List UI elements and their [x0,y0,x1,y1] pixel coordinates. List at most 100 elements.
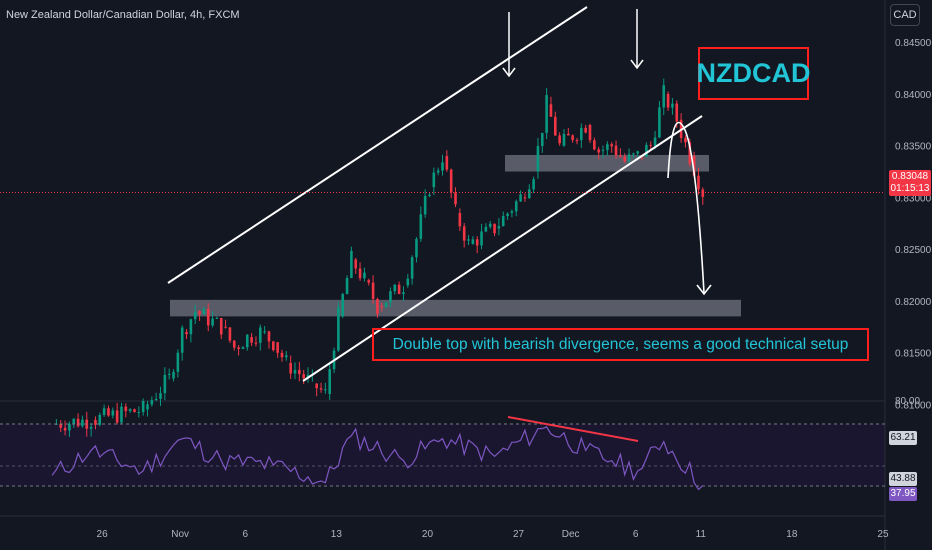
candle-body [467,239,470,241]
resistance-zone [505,154,709,172]
candle-body [658,107,661,138]
candle-body [302,374,305,379]
candle-body [267,331,271,342]
support-zone [170,299,741,317]
candle-body [76,418,80,427]
candle-body [263,331,266,333]
candle-body [653,137,657,146]
price-tick-label: 0.84000 [895,90,932,101]
candle-body [254,342,258,344]
candle-body [345,277,349,295]
candle-body [397,284,401,294]
candle-body [150,400,154,405]
candle-body [675,103,679,122]
time-tick-label: Nov [171,529,189,540]
candle-body [428,194,431,196]
last-price-tag: 0.83048 01:15:13 [889,170,931,196]
candle-body [384,302,388,308]
price-tick-label: 0.81500 [895,349,932,360]
candle-body [415,238,418,258]
analysis-note: Double top with bearish divergence, seem… [372,328,869,361]
candle-body [402,292,405,294]
candle-body [115,410,119,423]
candle-body [462,226,466,241]
candle-body [206,309,210,326]
candle-body [662,85,666,108]
candle-body [610,144,613,147]
candle-body [198,311,201,315]
candle-body [258,327,262,343]
channel-upper-line [167,6,588,284]
candle-body [341,294,345,317]
candle-body [250,337,253,343]
candle-body [211,318,214,326]
candle-body [189,319,193,335]
candle-body [185,331,188,335]
candle-body [449,169,453,193]
candle-body [350,250,353,278]
candle-body [423,195,427,215]
candle-body [172,371,175,379]
last-price-value: 0.83048 [891,171,929,182]
candle-body [588,124,592,141]
candle-body [102,408,106,415]
candle-body [146,404,149,410]
candle-body [94,419,97,425]
candle-body [606,144,609,150]
candle-body [380,306,384,308]
candle-body [215,317,219,319]
candle-body [167,373,171,375]
candle-body [367,280,371,283]
rsi-line [51,426,704,491]
candle-body [81,419,84,427]
candle-body [645,144,648,157]
candle-body [315,383,318,389]
price-tick-label: 0.84500 [895,38,932,49]
candle-body [601,149,605,151]
candle-body [324,389,327,391]
candle-body [293,369,297,374]
candle-body [527,189,531,199]
candle-body [501,215,505,227]
candle-body [575,140,579,142]
candle-body [432,172,436,188]
candle-body [393,284,397,292]
price-tick-label: 0.82500 [895,245,932,256]
candle-body [406,278,410,286]
candles-group [55,78,705,437]
rsi-signal-tag: 43.88 [889,472,917,486]
candle-body [245,334,249,348]
candle-body [532,179,535,190]
currency-button[interactable]: CAD [890,4,920,26]
candle-body [419,214,423,239]
candle-body [219,317,223,335]
candle-body [558,135,561,144]
candle-body [289,362,292,374]
price-tick-label: 0.83500 [895,142,932,153]
candle-body [488,223,492,227]
candle-body [354,259,358,269]
candle-body [180,327,184,353]
candle-body [514,201,518,212]
candle-body [319,388,323,390]
candle-body [688,142,692,164]
candle-body [636,151,640,154]
candle-body [480,231,483,246]
rsi-band [0,424,885,486]
time-tick-label: 20 [422,529,434,540]
symbol-callout: NZDCAD [697,47,811,100]
candle-body [553,116,557,136]
candle-body [154,398,158,401]
candle-body [328,369,332,394]
candle-body [224,326,227,328]
candle-body [597,149,600,153]
candle-body [176,352,180,372]
candle-body [632,153,635,155]
candle-body [701,189,705,197]
candle-body [202,309,206,315]
candle-body [228,327,232,341]
candle-body [584,127,587,133]
candle-body [298,369,301,375]
top-arrow-1-head [502,67,516,78]
